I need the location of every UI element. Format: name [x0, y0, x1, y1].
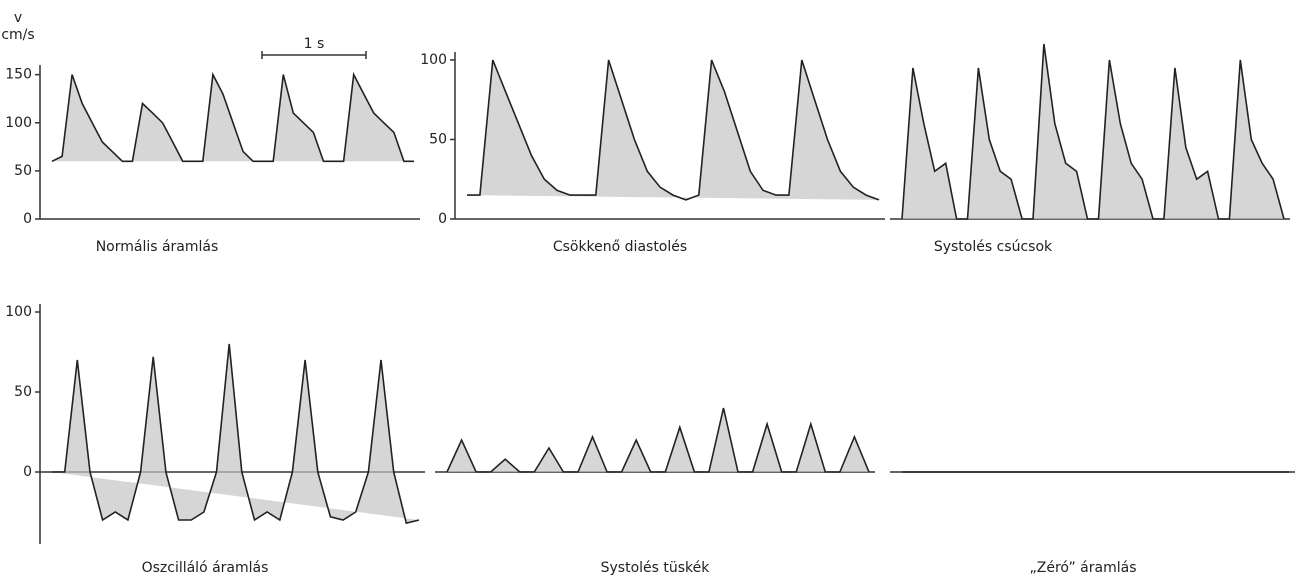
panel-title: Systolés tüskék: [601, 560, 711, 576]
y-tick-label: 100: [5, 304, 32, 320]
axis-label: cm/s: [1, 27, 34, 43]
waveform: [447, 408, 869, 472]
panel-title: Systolés csúcsok: [934, 239, 1053, 255]
y-tick-label: 50: [429, 131, 447, 147]
y-tick-label: 0: [23, 464, 32, 480]
waveform: [467, 60, 879, 200]
y-tick-label: 100: [5, 115, 32, 131]
y-tick-label: 150: [5, 67, 32, 83]
panel-title: Normális áramlás: [96, 239, 219, 255]
y-tick-label: 0: [438, 211, 447, 227]
waveform: [902, 44, 1284, 219]
figure: 0 50 100 150 Normális áramlás vcm/s 1 s 0 50 100 C…: [0, 0, 1295, 579]
waveform: [52, 75, 414, 162]
y-tick-label: 0: [23, 211, 32, 227]
y-tick-label: 50: [14, 163, 32, 179]
panel-title: Oszcilláló áramlás: [142, 560, 269, 576]
scale-bar-label: 1 s: [304, 36, 325, 52]
panel-title: Csökkenő diastolés: [553, 239, 687, 255]
panel-title: „Zéró” áramlás: [1030, 560, 1137, 576]
axis-label: v: [14, 10, 22, 26]
y-tick-label: 100: [420, 52, 447, 68]
y-tick-label: 50: [14, 384, 32, 400]
waveform: [52, 344, 419, 523]
